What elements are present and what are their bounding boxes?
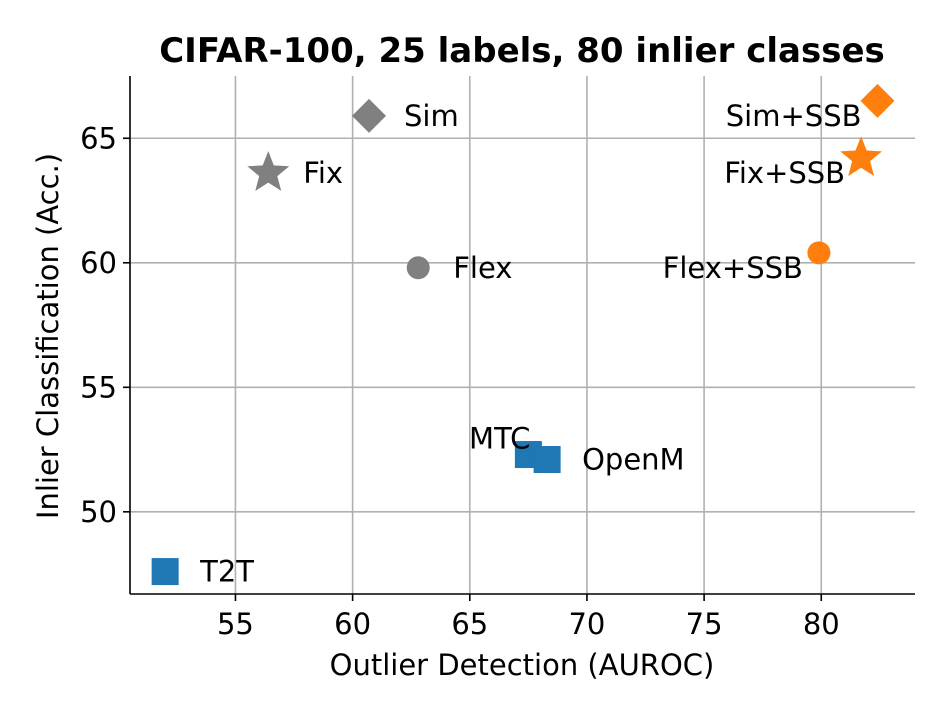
- x-tick-label: 80: [803, 607, 840, 641]
- point-openm: [533, 446, 561, 474]
- point-label-sim: Sim: [404, 99, 459, 133]
- point-label-mtc: MTC: [469, 422, 530, 456]
- y-tick-label: 50: [80, 495, 117, 529]
- y-axis-label: Inlier Classification (Acc.): [31, 153, 65, 519]
- y-tick-label: 60: [80, 246, 117, 280]
- point-label-fix: Fix: [303, 156, 343, 190]
- point-fix-ssb: [840, 136, 882, 176]
- x-tick-label: 70: [568, 607, 605, 641]
- data-points: Sim Fix Flex Sim+SSB Fix+SSB Flex+SSB MTC OpenM…: [151, 83, 895, 589]
- point-label-fix-ssb: Fix+SSB: [724, 156, 845, 190]
- x-axis-label: Outlier Detection (AUROC): [330, 648, 715, 682]
- point-t2t: [151, 558, 179, 586]
- point-label-sim-ssb: Sim+SSB: [726, 99, 862, 133]
- point-sim-ssb: [860, 83, 895, 118]
- point-label-flex-ssb: Flex+SSB: [663, 251, 803, 285]
- x-tick-label: 55: [217, 607, 254, 641]
- x-tick-label: 65: [451, 607, 488, 641]
- point-sim: [352, 98, 387, 133]
- point-fix: [247, 151, 290, 191]
- chart-title: CIFAR-100, 25 labels, 80 inlier classes: [159, 31, 885, 71]
- y-tick-label: 55: [80, 370, 117, 404]
- point-label-t2t: T2T: [199, 555, 254, 589]
- point-flex: [406, 256, 430, 280]
- point-label-flex: Flex: [453, 251, 512, 285]
- point-flex-ssb: [807, 241, 831, 265]
- axes: 55 60 65 70 75 80 50 55 60 65: [80, 76, 915, 641]
- y-tick-label: 65: [80, 121, 117, 155]
- point-label-openm: OpenM: [582, 443, 684, 477]
- x-tick-label: 60: [334, 607, 371, 641]
- grid: [130, 76, 915, 594]
- x-tick-label: 75: [686, 607, 723, 641]
